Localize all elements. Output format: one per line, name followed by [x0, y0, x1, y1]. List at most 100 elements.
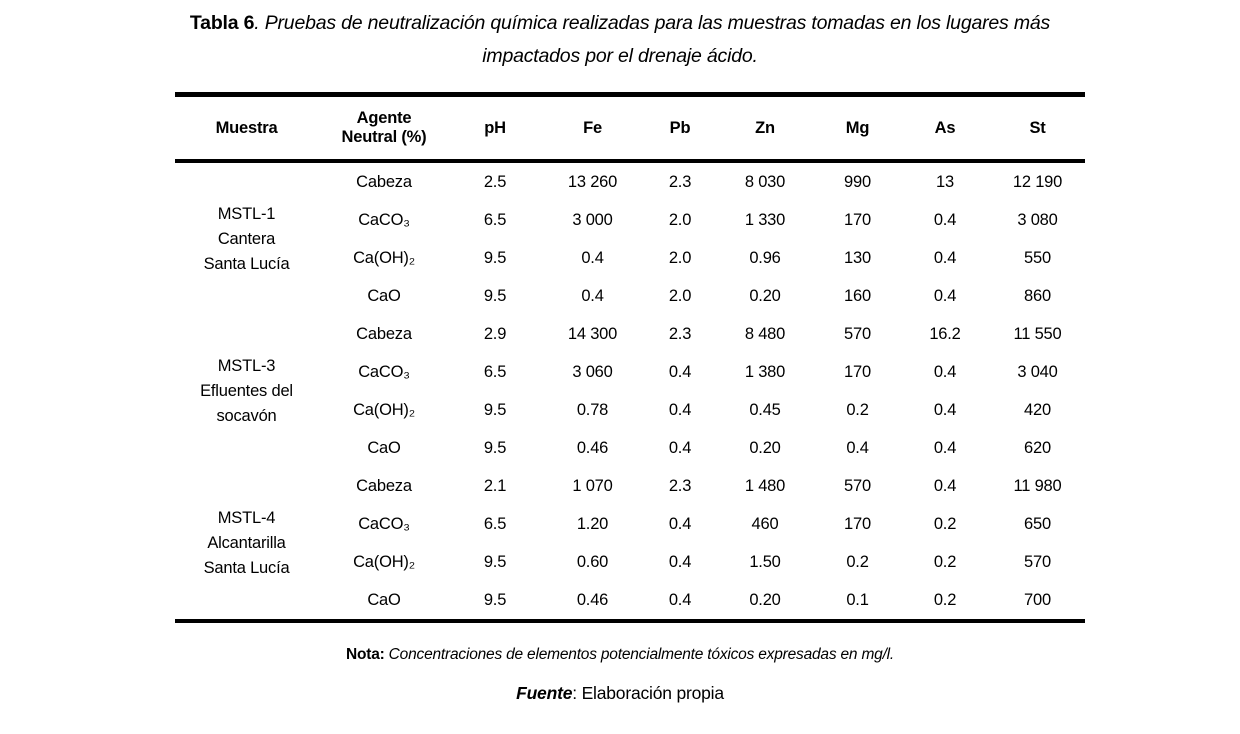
cell-ph: 2.5 [483, 172, 507, 191]
cell-ph: 2.9 [483, 324, 507, 343]
cell-pb: 2.3 [668, 324, 692, 343]
table-row: Ca(OH)₂ 9.5 0.4 2.0 0.96 130 0.4 550 [175, 239, 1085, 277]
column-header-st: St [990, 94, 1085, 163]
cell-pb: 0.4 [668, 400, 692, 419]
cell-pb: 0.4 [668, 590, 692, 609]
cell-agent: Cabeza [356, 324, 412, 343]
cell-st: 620 [1024, 438, 1051, 457]
cell-as: 0.4 [933, 438, 957, 457]
cell-pb: 2.0 [668, 286, 692, 305]
table-row: CaCO₃ 6.5 3 000 2.0 1 330 170 0.4 3 080 [175, 201, 1085, 239]
cell-zn: 0.20 [749, 286, 781, 305]
table-caption: Tabla 6. Pruebas de neutralización quími… [180, 7, 1060, 73]
cell-ph: 9.5 [483, 590, 507, 609]
cell-zn: 8 030 [744, 172, 786, 191]
cell-ph: 9.5 [483, 286, 507, 305]
cell-pb: 0.4 [668, 438, 692, 457]
column-header-pb: Pb [645, 94, 715, 163]
cell-mg: 130 [844, 248, 871, 267]
cell-mg: 0.1 [846, 590, 869, 609]
sample-line: Santa Lucía [203, 254, 290, 273]
cell-agent: CaCO₃ [358, 514, 410, 533]
cell-fe: 1 070 [572, 476, 613, 495]
sample-line: Alcantarilla [207, 533, 286, 552]
table-row: Ca(OH)₂ 9.5 0.60 0.4 1.50 0.2 0.2 570 [175, 543, 1085, 581]
column-header-agente-neutral: Agente Neutral (%) [318, 94, 450, 163]
table-row: CaCO₃ 6.5 3 060 0.4 1 380 170 0.4 3 040 [175, 353, 1085, 391]
table-body: MSTL-1 Cantera Santa Lucía Cabeza 2.5 13 260 2… [175, 161, 1085, 621]
cell-as: 0.4 [933, 286, 957, 305]
table-source: Fuente: Elaboración propia [0, 683, 1240, 704]
cell-agent: CaO [367, 590, 401, 609]
sample-line: MSTL-3 [217, 356, 276, 375]
cell-st: 550 [1024, 248, 1051, 267]
cell-mg: 170 [844, 514, 871, 533]
cell-ph: 2.1 [483, 476, 507, 495]
table-row: Ca(OH)₂ 9.5 0.78 0.4 0.45 0.2 0.4 420 [175, 391, 1085, 429]
cell-mg: 990 [844, 172, 871, 191]
table-row: CaCO₃ 6.5 1.20 0.4 460 170 0.2 650 [175, 505, 1085, 543]
cell-st: 700 [1024, 590, 1051, 609]
sample-line: MSTL-1 [217, 204, 276, 223]
cell-zn: 1 330 [744, 210, 786, 229]
cell-mg: 170 [844, 210, 871, 229]
cell-fe: 0.4 [581, 286, 604, 305]
cell-fe: 3 000 [572, 210, 613, 229]
cell-agent: Ca(OH)₂ [353, 400, 415, 419]
cell-st: 11 550 [1013, 324, 1062, 343]
cell-ph: 6.5 [483, 210, 507, 229]
cell-st: 11 980 [1013, 476, 1062, 495]
cell-zn: 460 [751, 514, 779, 533]
cell-as: 0.4 [933, 362, 957, 381]
note-text: Concentraciones de elementos potencialme… [384, 646, 895, 663]
cell-ph: 9.5 [483, 400, 507, 419]
cell-fe: 0.46 [576, 438, 609, 457]
cell-zn: 1 480 [744, 476, 786, 495]
cell-st: 650 [1024, 514, 1051, 533]
cell-as: 0.4 [933, 248, 957, 267]
cell-pb: 0.4 [668, 514, 692, 533]
cell-zn: 0.20 [749, 590, 781, 609]
cell-mg: 0.2 [846, 400, 869, 419]
cell-as: 0.2 [933, 514, 957, 533]
sample-line: Santa Lucía [203, 558, 290, 577]
cell-st: 860 [1024, 286, 1051, 305]
cell-agent: Ca(OH)₂ [353, 248, 415, 267]
cell-st: 420 [1024, 400, 1051, 419]
header-row: Muestra Agente Neutral (%) pH Fe Pb Zn M… [175, 94, 1085, 163]
cell-st: 570 [1024, 552, 1051, 571]
cell-ph: 9.5 [483, 248, 507, 267]
cell-agent: CaCO₃ [358, 210, 410, 229]
cell-zn: 1.50 [749, 552, 781, 571]
cell-fe: 14 300 [567, 324, 618, 343]
cell-pb: 2.0 [668, 248, 692, 267]
cell-as: 0.4 [933, 210, 957, 229]
cell-mg: 0.2 [846, 552, 869, 571]
source-label: Fuente [516, 683, 573, 703]
column-header-fe: Fe [540, 94, 645, 163]
sample-cell: MSTL-1 Cantera Santa Lucía [175, 161, 318, 315]
cell-fe: 13 260 [567, 172, 618, 191]
column-header-zn: Zn [715, 94, 815, 163]
cell-as: 13 [936, 172, 954, 191]
cell-agent: Cabeza [356, 172, 412, 191]
table-row: CaO 9.5 0.46 0.4 0.20 0.4 0.4 620 [175, 429, 1085, 467]
cell-pb: 2.0 [668, 210, 692, 229]
table-row: CaO 9.5 0.46 0.4 0.20 0.1 0.2 700 [175, 581, 1085, 621]
table-caption-label: Tabla 6 [189, 12, 255, 34]
table-row: MSTL-1 Cantera Santa Lucía Cabeza 2.5 13 260 2… [175, 161, 1085, 273]
cell-mg: 570 [844, 476, 871, 495]
cell-as: 0.4 [933, 476, 957, 495]
sample-cell: MSTL-4 Alcantarilla Santa Lucía [175, 467, 318, 621]
column-header-ph: pH [450, 94, 540, 163]
table-row: CaO 9.5 0.4 2.0 0.20 160 0.4 860 [175, 277, 1085, 315]
cell-zn: 1 380 [744, 362, 786, 381]
sample-line: socavón [216, 406, 277, 425]
sample-line: Cantera [217, 229, 276, 248]
sample-line: Efluentes del [200, 381, 293, 400]
cell-agent: Ca(OH)₂ [353, 552, 415, 571]
cell-ph: 9.5 [483, 438, 507, 457]
table-row: MSTL-4 Alcantarilla Santa Lucía Cabeza 2.1 1 … [175, 467, 1085, 577]
cell-fe: 0.60 [576, 552, 609, 571]
